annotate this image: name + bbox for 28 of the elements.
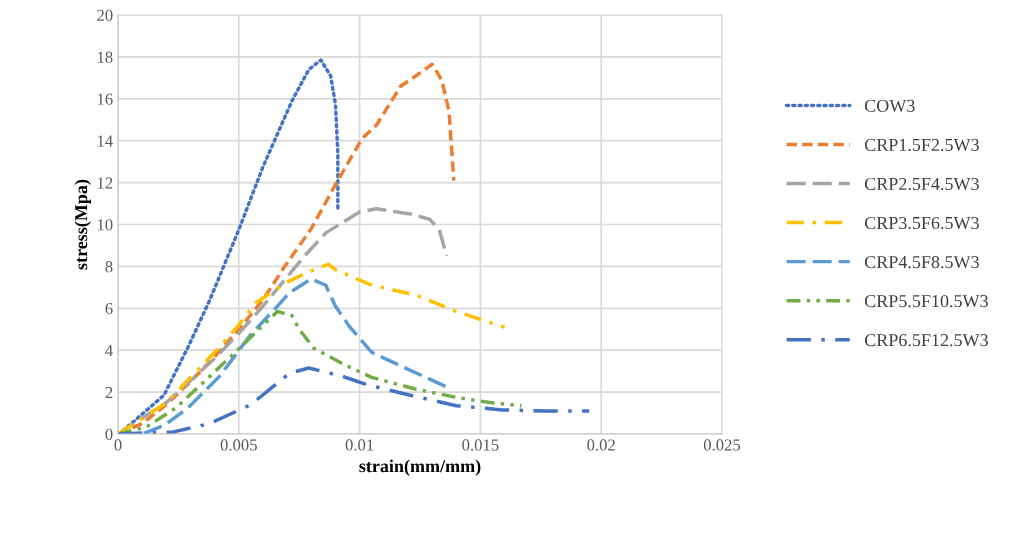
legend-label: COW3	[864, 99, 915, 113]
y-tick-label: 4	[105, 345, 113, 356]
legend-label: CRP2.5F4.5W3	[864, 177, 979, 191]
legend-label: CRP6.5F12.5W3	[864, 334, 988, 347]
legend-label: CRP1.5F2.5W3	[864, 138, 979, 152]
y-tick-label: 14	[97, 135, 113, 147]
legend-label: CRP5.5F10.5W3	[864, 295, 988, 308]
y-tick-label: 20	[97, 9, 113, 21]
x-tick-label: 0.02	[587, 439, 615, 451]
legend-label: CRP3.5F6.5W3	[864, 216, 979, 230]
x-tick-label: 0.01	[345, 439, 374, 451]
y-tick-label: 18	[97, 51, 113, 63]
y-tick-label: 2	[105, 386, 113, 398]
y-tick-label: 8	[105, 261, 113, 273]
y-tick-label: 10	[97, 219, 113, 231]
y-tick-label: 6	[105, 303, 113, 315]
y-tick-label: 16	[97, 93, 113, 105]
x-tick-label: 0.025	[703, 439, 741, 451]
x-tick-label: 0.015	[462, 439, 499, 451]
line-series	[118, 309, 524, 434]
y-tick-label: 0	[105, 428, 113, 440]
y-tick-label: 12	[97, 177, 113, 189]
y-axis-title: stress(Mpa)	[74, 179, 91, 270]
line-series	[118, 262, 507, 434]
x-axis-title: strain(mm/mm)	[359, 459, 481, 476]
legend-label: CRP4.5F8.5W3	[864, 255, 979, 269]
x-tick-label: 0.005	[220, 439, 257, 451]
x-tick-label: 0	[114, 439, 122, 451]
